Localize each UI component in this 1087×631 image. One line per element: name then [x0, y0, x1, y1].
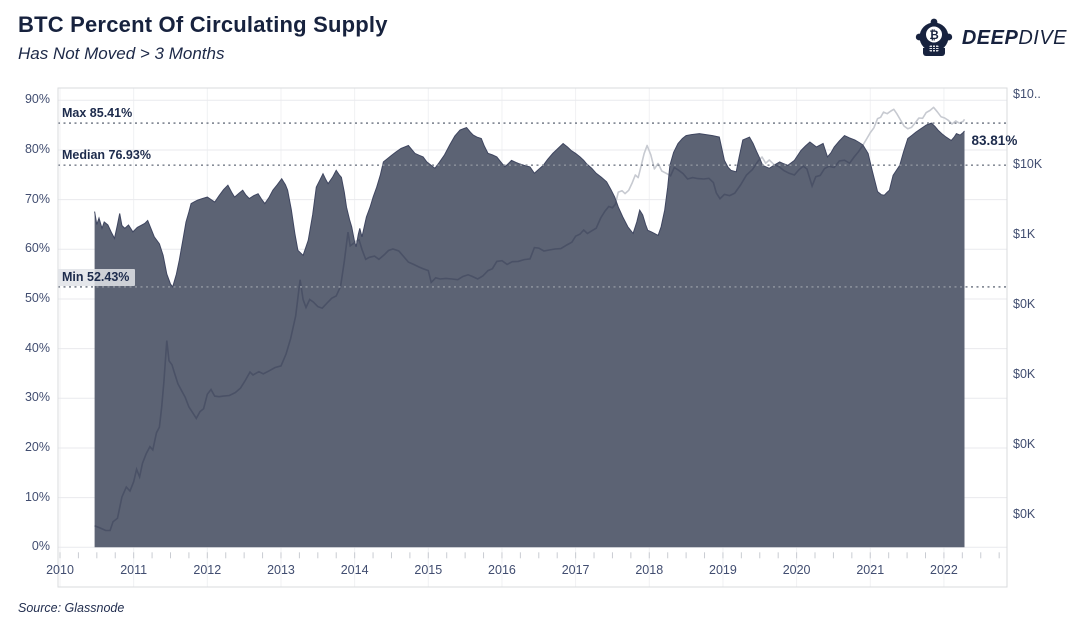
x-axis-tick-label: 2012 [193, 563, 222, 578]
left-axis-tick-label: 80% [24, 141, 50, 156]
x-axis-tick-label: 2021 [856, 563, 885, 578]
x-axis-tick-label: 2014 [340, 563, 369, 578]
plot-border [57, 87, 1008, 588]
deepdive-logo: ₿ DEEPDIVE [914, 16, 1067, 60]
right-axis-tick-label: $0K [1013, 297, 1036, 311]
brand-dive: DIVE [1018, 26, 1067, 49]
right-axis-tick-label: $0K [1013, 437, 1036, 451]
x-axis-tick-label: 2017 [561, 563, 590, 578]
page-title: BTC Percent Of Circulating Supply [18, 12, 388, 37]
source-note: Source: Glassnode [18, 601, 125, 615]
right-axis-tick-label: $1K [1013, 227, 1036, 241]
brand-deep: DEEP [961, 26, 1019, 49]
x-axis-tick-label: 2019 [709, 563, 737, 578]
x-axis-tick-label: 2020 [782, 563, 811, 578]
annotation-max: Max 85.41% [62, 106, 133, 121]
right-axis-tick-label: $10K [1013, 157, 1043, 171]
supply-area-edge [94, 122, 965, 288]
right-axis-tick-label: $0K [1013, 367, 1036, 381]
left-axis-tick-label: 40% [24, 340, 50, 355]
svg-text:₿: ₿ [929, 28, 938, 42]
annotation-min: Min 52.43% [58, 268, 136, 286]
left-axis-tick-label: 60% [24, 241, 50, 256]
x-axis-tick-label: 2018 [635, 563, 664, 578]
left-axis-tick-label: 10% [24, 489, 50, 504]
x-axis-tick-label: 2022 [930, 563, 958, 578]
x-axis-tick-label: 2011 [120, 563, 148, 578]
brand-wordmark: DEEPDIVE [962, 27, 1067, 50]
annotation-last-value: 83.81% [971, 133, 1018, 149]
left-axis-tick-label: 50% [24, 290, 50, 305]
x-axis-tick-label: 2010 [46, 563, 74, 578]
page-subtitle: Has Not Moved > 3 Months [18, 44, 225, 63]
price-line-series-inside-area [94, 123, 965, 532]
left-axis-tick-label: 70% [24, 191, 50, 206]
x-axis-tick-label: 2013 [267, 563, 295, 578]
plot-canvas [57, 87, 1008, 588]
annotation-median: Median 76.93% [62, 148, 151, 163]
right-axis-tick-label: $0K [1013, 507, 1036, 521]
x-axis-tick-label: 2015 [414, 563, 443, 578]
diving-helmet-bitcoin-icon: ₿ [914, 16, 954, 60]
left-axis-tick-label: 0% [31, 539, 50, 554]
x-axis-tick-label: 2016 [488, 563, 516, 578]
left-axis-tick-label: 30% [24, 390, 50, 405]
left-axis-tick-label: 20% [24, 439, 50, 454]
right-axis-tick-label: $10.. [1013, 87, 1041, 101]
supply-area-series [94, 123, 965, 548]
btc-supply-chart: 90% 80% 70% 60% 50% 40% 30% 20% 10% 0% $10.. $10K $1… [0, 78, 1087, 598]
left-axis-tick-label: 90% [24, 92, 50, 107]
